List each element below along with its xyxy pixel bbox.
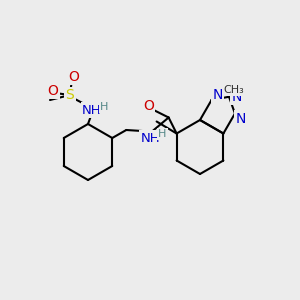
- Text: O: O: [143, 100, 154, 113]
- Text: H: H: [100, 102, 108, 112]
- Text: O: O: [48, 84, 58, 98]
- Text: NH: NH: [82, 103, 102, 116]
- Text: CH₃: CH₃: [223, 85, 244, 95]
- Text: N: N: [212, 88, 223, 102]
- Text: S: S: [66, 88, 74, 102]
- Text: NH: NH: [140, 131, 160, 145]
- Text: O: O: [69, 70, 80, 84]
- Text: N: N: [232, 90, 242, 104]
- Text: H: H: [158, 129, 166, 139]
- Text: N: N: [236, 112, 246, 125]
